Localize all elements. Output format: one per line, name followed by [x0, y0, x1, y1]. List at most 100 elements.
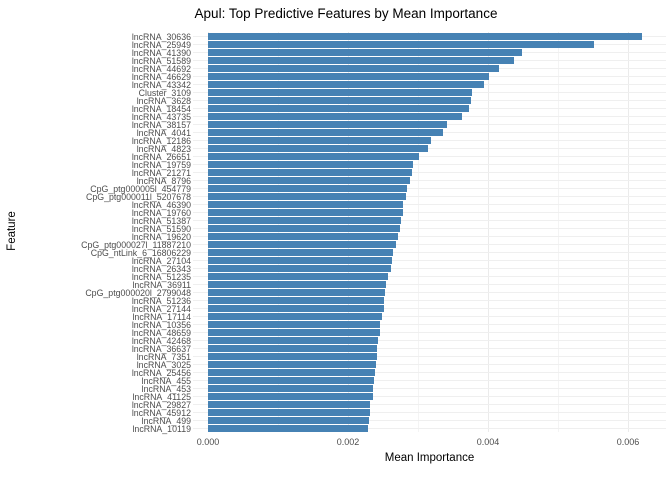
bar	[208, 248, 393, 256]
row-gridline	[193, 164, 666, 165]
y-tick-label: lncRNA_48659	[131, 327, 191, 338]
row-gridline	[193, 380, 666, 381]
y-tick-label: lncRNA_21271	[131, 167, 191, 178]
y-tick-label: lncRNA_25456	[131, 367, 191, 378]
bar	[208, 64, 500, 72]
major-gridline	[628, 32, 629, 432]
bar	[208, 352, 377, 360]
y-tick-label: lncRNA_19759	[131, 159, 191, 170]
y-tick-label: lncRNA_46390	[131, 199, 191, 210]
minor-gridline	[418, 32, 419, 432]
minor-gridline	[558, 32, 559, 432]
y-tick-label: lncRNA_453	[141, 383, 191, 394]
row-gridline	[193, 348, 666, 349]
y-tick-label: lncRNA_51589	[131, 55, 191, 66]
x-axis-title: Mean Importance	[384, 452, 475, 464]
row-gridline	[193, 212, 666, 213]
y-tick-label: lncRNA_43735	[131, 111, 191, 122]
bar	[208, 200, 404, 208]
bar	[208, 240, 397, 248]
bar	[208, 168, 412, 176]
row-gridline	[193, 308, 666, 309]
bar	[208, 288, 386, 296]
y-tick-label: lncRNA_27104	[131, 255, 191, 266]
bar	[208, 400, 371, 408]
y-tick-label: lncRNA_45912	[131, 407, 191, 418]
bar	[208, 392, 373, 400]
bar	[208, 272, 388, 280]
row-gridline	[193, 332, 666, 333]
row-gridline	[193, 180, 666, 181]
y-tick-label: lncRNA_36911	[132, 279, 191, 290]
bar	[208, 216, 402, 224]
bar	[208, 56, 514, 64]
y-tick-label: lncRNA_44692	[131, 63, 191, 74]
row-gridline	[193, 388, 666, 389]
row-gridline	[193, 260, 666, 261]
x-tick-label: 0.000	[196, 437, 220, 447]
major-gridline	[488, 32, 489, 432]
row-gridline	[193, 364, 666, 365]
row-gridline	[193, 356, 666, 357]
row-gridline	[193, 300, 666, 301]
y-tick-label: lncRNA_4823	[136, 143, 191, 154]
y-tick-label: lncRNA_43342	[131, 79, 191, 90]
bar	[208, 232, 398, 240]
y-tick-label: lncRNA_51387	[131, 215, 191, 226]
bar	[208, 368, 376, 376]
row-gridline	[193, 252, 666, 253]
y-tick-label: lncRNA_27144	[131, 303, 191, 314]
bar	[208, 192, 407, 200]
bar	[208, 424, 369, 432]
row-gridline	[193, 284, 666, 285]
row-gridline	[193, 292, 666, 293]
bar	[208, 80, 484, 88]
bar	[208, 360, 376, 368]
bar	[208, 376, 374, 384]
bar	[208, 224, 400, 232]
row-gridline	[193, 188, 666, 189]
bar	[208, 136, 432, 144]
bar	[208, 344, 378, 352]
plot-panel	[193, 32, 666, 432]
bar	[208, 280, 386, 288]
x-tick-label: 0.004	[476, 437, 500, 447]
y-tick-label: lncRNA_17114	[132, 311, 191, 322]
bar	[208, 120, 448, 128]
y-tick-label: lncRNA_46629	[131, 71, 191, 82]
row-gridline	[193, 228, 666, 229]
row-gridline	[193, 276, 666, 277]
y-tick-label: lncRNA_51236	[131, 295, 191, 306]
y-tick-label: lncRNA_19760	[131, 207, 191, 218]
major-gridline	[348, 32, 349, 432]
bar	[208, 40, 594, 48]
y-tick-label: lncRNA_41125	[132, 391, 191, 402]
bar	[208, 208, 403, 216]
bar	[208, 160, 414, 168]
y-tick-label: CpG_ntLink_6_16806229	[90, 247, 191, 258]
y-tick-label: lncRNA_7351	[136, 351, 191, 362]
y-tick-label: lncRNA_3025	[136, 359, 191, 370]
y-tick-label: lncRNA_36637	[131, 343, 191, 354]
bar	[208, 176, 411, 184]
bar	[208, 112, 463, 120]
row-gridline	[193, 148, 666, 149]
bar	[208, 104, 470, 112]
y-tick-label: lncRNA_499	[141, 415, 191, 426]
x-tick-label: 0.006	[616, 437, 640, 447]
y-tick-label: lncRNA_3628	[136, 95, 191, 106]
minor-gridline	[278, 32, 279, 432]
y-tick-label: lncRNA_25949	[131, 39, 191, 50]
row-gridline	[193, 324, 666, 325]
row-gridline	[193, 220, 666, 221]
y-tick-label: lncRNA_8796	[136, 175, 191, 186]
bar	[208, 408, 370, 416]
bar	[208, 328, 380, 336]
bar	[208, 256, 393, 264]
y-tick-label: lncRNA_29827	[131, 399, 191, 410]
y-tick-label: CpG_ptg000027l_11887210	[81, 239, 191, 250]
y-tick-label: lncRNA_18454	[131, 103, 191, 114]
y-tick-label: lncRNA_41390	[131, 47, 191, 58]
y-tick-label: lncRNA_10356	[131, 319, 191, 330]
